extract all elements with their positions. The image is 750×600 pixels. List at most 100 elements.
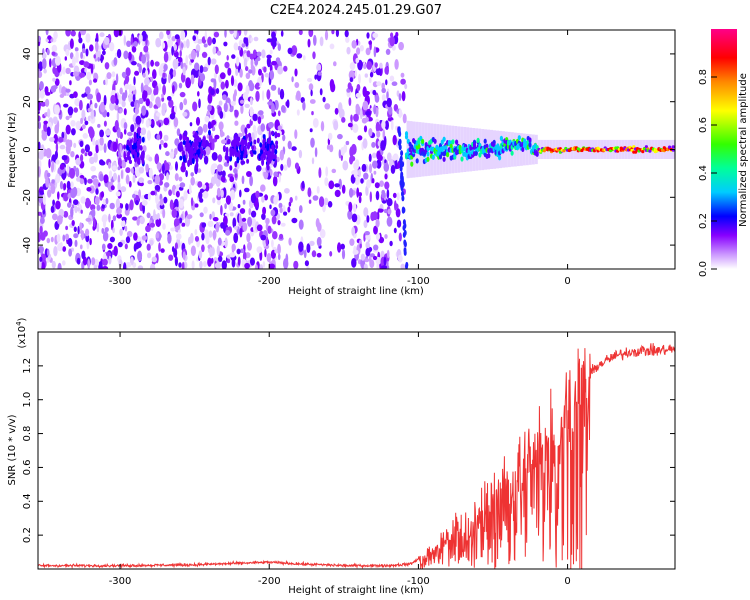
spectrogram-cell: [236, 156, 240, 164]
spectrogram-cell: [376, 211, 380, 221]
spectrogram-cell: [641, 150, 645, 154]
spectrogram-cell: [187, 142, 191, 149]
spectrogram-cell: [138, 97, 144, 105]
spectrogram-cell: [210, 88, 215, 96]
spectrogram-cell: [381, 94, 386, 102]
spectrogram-cell: [59, 163, 65, 170]
spectrogram-cell: [366, 32, 370, 39]
spectrogram-cell: [398, 108, 402, 119]
colorbar-label: Normalized spectral amplitude: [738, 73, 749, 227]
spectrogram-cell: [358, 73, 361, 84]
spectrogram-cell: [103, 94, 107, 106]
spectrogram-cell: [401, 91, 406, 102]
spectrogram-cell: [237, 82, 243, 92]
spectrogram-cell: [89, 156, 95, 165]
spectrogram-cell: [309, 99, 316, 104]
spectrogram-cell: [398, 232, 402, 242]
spectrogram-cell: [365, 47, 371, 56]
spectrogram-cell: [224, 203, 227, 210]
spectrogram-x-ticks: -300 -200 -100 0: [109, 30, 571, 287]
spectrogram-cell: [376, 130, 381, 138]
spectrogram-cell: [266, 143, 270, 152]
spectrogram-cell: [237, 256, 241, 266]
spectrogram-cell: [75, 120, 82, 130]
spectrogram-cell: [41, 261, 45, 269]
spectrogram-cell: [342, 160, 349, 171]
spectrogram-cell: [211, 119, 217, 126]
spectrogram-cell: [63, 210, 69, 218]
spectrogram-cell: [264, 72, 269, 78]
spectrogram-cell: [113, 57, 118, 66]
spectrogram-cell: [240, 104, 244, 115]
spectrogram-cell: [110, 94, 116, 104]
spectrogram-cell: [347, 82, 352, 90]
spectrogram-cell: [99, 129, 104, 138]
spectrogram-cell: [87, 107, 92, 113]
spectrogram-cell: [148, 156, 153, 162]
spectrogram-cell: [156, 133, 161, 141]
spectrogram-cell: [233, 42, 239, 51]
spectrogram-cell: [224, 61, 230, 69]
spectrogram-cell: [324, 197, 329, 206]
spectrogram-cell: [120, 186, 127, 193]
spectrogram-cell: [239, 248, 245, 254]
spectrogram-cell: [158, 242, 161, 252]
spectrogram-cell: [67, 202, 72, 208]
spectrogram-cell: [101, 243, 106, 251]
x-tick-label: -200: [258, 276, 281, 287]
colorbar-tick-label: 0.8: [698, 69, 709, 85]
spectrogram-cell: [244, 262, 251, 269]
spectrogram-cell: [312, 195, 319, 201]
spectrogram-cell: [223, 102, 228, 113]
spectrogram-cell: [199, 260, 203, 269]
spectrogram-cell: [113, 245, 118, 257]
spectrogram-cell: [90, 63, 94, 74]
spectrogram-cell: [195, 44, 201, 53]
spectrogram-cell: [91, 257, 96, 266]
spectrogram-cell: [451, 139, 455, 145]
spectrogram-cell: [38, 121, 41, 130]
spectrogram-cell: [395, 208, 401, 218]
spectrogram-cell: [178, 262, 182, 268]
spectrogram-cell: [38, 61, 43, 72]
spectrogram-cell: [65, 67, 71, 75]
spectrogram-cell: [255, 148, 261, 154]
colorbar-tick-label: 0.6: [698, 117, 709, 133]
spectrogram-cell: [131, 85, 136, 91]
spectrogram-cell: [397, 126, 401, 133]
spectrogram-cell: [182, 155, 186, 163]
spectrogram-cell: [517, 135, 521, 141]
spectrogram-cell: [271, 215, 277, 225]
spectrogram-cell: [182, 111, 188, 117]
spectrogram-cell: [225, 229, 231, 236]
spectrogram-cell: [41, 131, 48, 141]
spectrogram-cell: [117, 181, 121, 192]
spectrogram-cell: [178, 198, 184, 209]
spectrogram-cell: [244, 103, 250, 108]
spectrogram-cell: [387, 208, 392, 215]
spectrogram-cell: [308, 30, 314, 38]
spectrogram-cell: [269, 154, 273, 162]
spectrogram-cell: [216, 245, 220, 256]
spectrogram-cell: [210, 257, 214, 264]
spectrogram-cell: [294, 162, 300, 170]
spectrogram-cell: [363, 263, 368, 269]
spectrogram-cell: [47, 108, 51, 118]
spectrogram-cell: [163, 134, 169, 142]
spectrogram-cell: [261, 72, 264, 83]
spectrogram-cell: [75, 50, 79, 61]
spectrogram-cell: [66, 164, 70, 174]
spectrogram-cell: [214, 262, 221, 269]
spectrogram-cell: [266, 56, 271, 68]
spectrogram-cell: [392, 134, 397, 146]
spectrogram-cell: [202, 191, 209, 199]
spectrogram-cell: [81, 250, 86, 260]
spectrogram-cell: [316, 63, 322, 72]
spectrogram-cell: [372, 152, 377, 159]
spectrogram-cell: [227, 139, 231, 144]
spectrogram-cell: [363, 232, 366, 242]
spectrogram-cell: [94, 196, 100, 206]
spectrogram-cell: [252, 125, 257, 133]
spectrogram-cell: [222, 145, 226, 153]
spectrogram-cell: [269, 169, 273, 177]
